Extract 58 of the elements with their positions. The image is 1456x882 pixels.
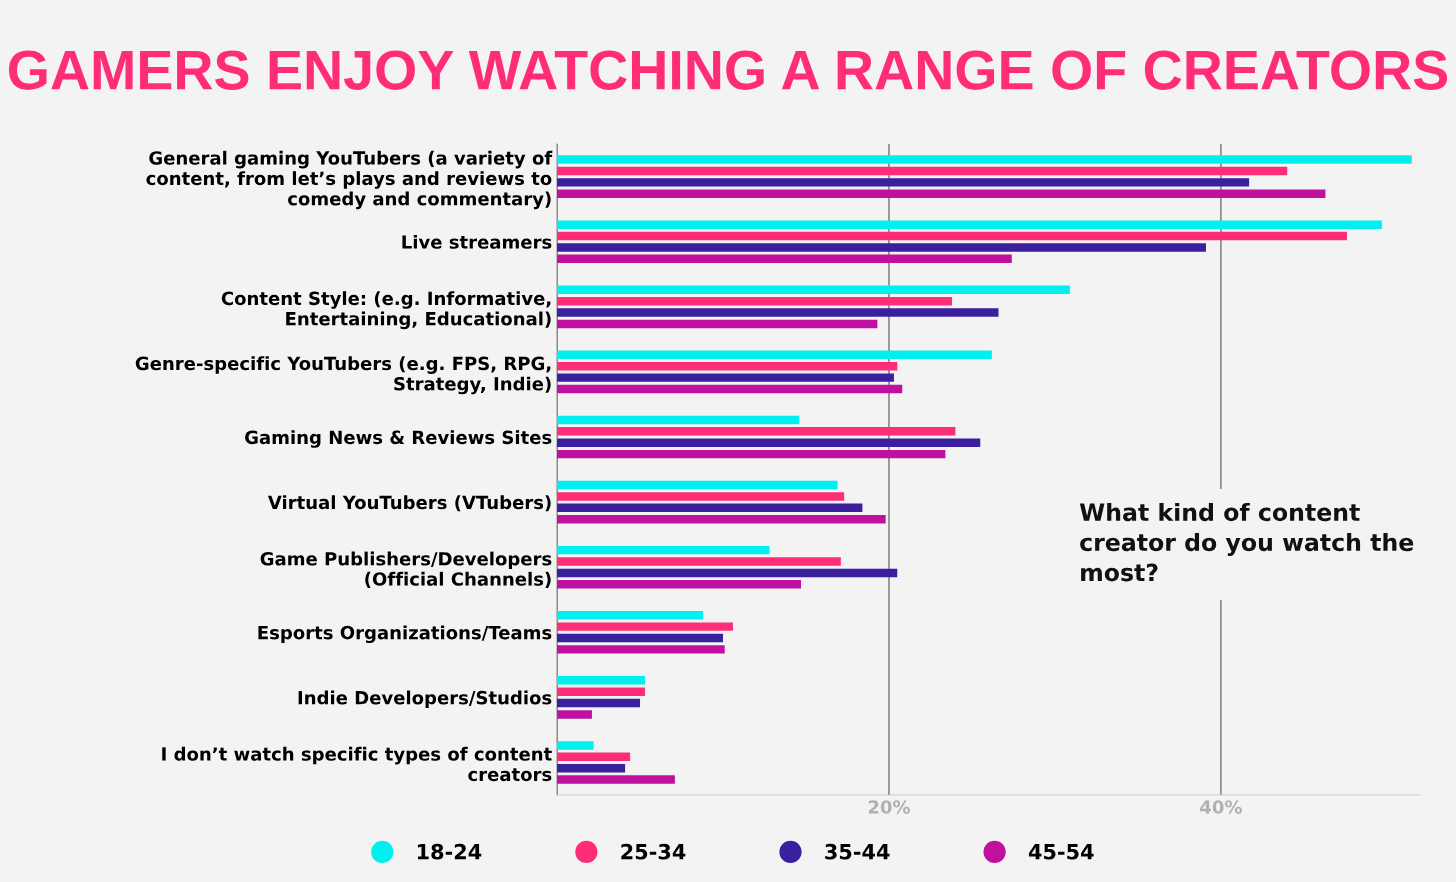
bar	[557, 189, 1326, 198]
y-tick-label: Gaming News & Reviews Sites	[245, 430, 552, 448]
y-tick-label: Genre-specific YouTubers (e.g. FPS, RPG, Strategy, Indie)	[135, 356, 551, 395]
legend-label: 45-54	[1028, 844, 1094, 860]
legend-label: 35-44	[825, 843, 890, 860]
y-tick-label: Virtual YouTubers (VTubers)	[267, 495, 551, 512]
bar	[557, 698, 641, 708]
y-tick-label: Esports Organizations/Teams	[258, 625, 552, 644]
chart-title: GAMERS ENJOY WATCHING A RANGE OF CREATORS	[8, 50, 1448, 90]
bar	[557, 362, 898, 371]
bar	[557, 243, 1206, 252]
bar	[557, 580, 802, 589]
legend-label: 18-24	[417, 843, 482, 860]
bar	[557, 415, 800, 425]
bar	[557, 610, 704, 620]
bar	[557, 557, 841, 566]
y-tick-label: I don’t watch specific types of content creators	[162, 746, 552, 782]
bar	[557, 492, 845, 501]
bar	[557, 568, 898, 578]
bar	[557, 427, 956, 436]
y-tick-label: General gaming YouTubers (a variety of content, from let’s plays and reviews to comedy and commentary)	[146, 150, 553, 210]
bar	[557, 480, 838, 490]
bar	[557, 710, 592, 719]
bar	[557, 220, 1382, 229]
bar	[557, 319, 878, 329]
y-tick-label: Game Publishers/Developers (Official Channels)	[260, 551, 552, 588]
bar	[557, 438, 981, 447]
bar	[557, 155, 1412, 164]
bar	[557, 166, 1288, 176]
annotation: What kind of content creator do you watch the most?	[1079, 502, 1414, 582]
bar	[557, 231, 1348, 241]
bar	[557, 384, 903, 394]
bar	[557, 350, 992, 360]
bar	[557, 178, 1250, 187]
x-tick-label: 20%	[868, 800, 911, 814]
bar	[557, 687, 646, 696]
bar	[557, 285, 1070, 294]
y-tick-label: Content Style: (e.g. Informative, Entertaining, Educational)	[221, 291, 551, 330]
bar	[557, 622, 733, 631]
bar	[557, 545, 770, 555]
y-tick-label: Live streamers	[402, 234, 552, 249]
bar	[557, 676, 646, 685]
bar	[557, 645, 725, 654]
bar	[557, 296, 953, 306]
bar	[557, 775, 675, 784]
legend-label: 25-34	[621, 843, 686, 860]
bar	[557, 763, 626, 773]
bar	[557, 373, 894, 382]
bar	[557, 503, 863, 513]
bar	[557, 741, 594, 750]
bar	[557, 308, 999, 317]
bar	[557, 254, 1012, 264]
y-tick-label: Indie Developers/Studios	[298, 690, 552, 709]
bar	[557, 752, 631, 762]
x-tick-label: 40%	[1200, 800, 1242, 814]
bar	[557, 633, 724, 643]
bar	[557, 514, 886, 524]
bar	[557, 449, 946, 459]
